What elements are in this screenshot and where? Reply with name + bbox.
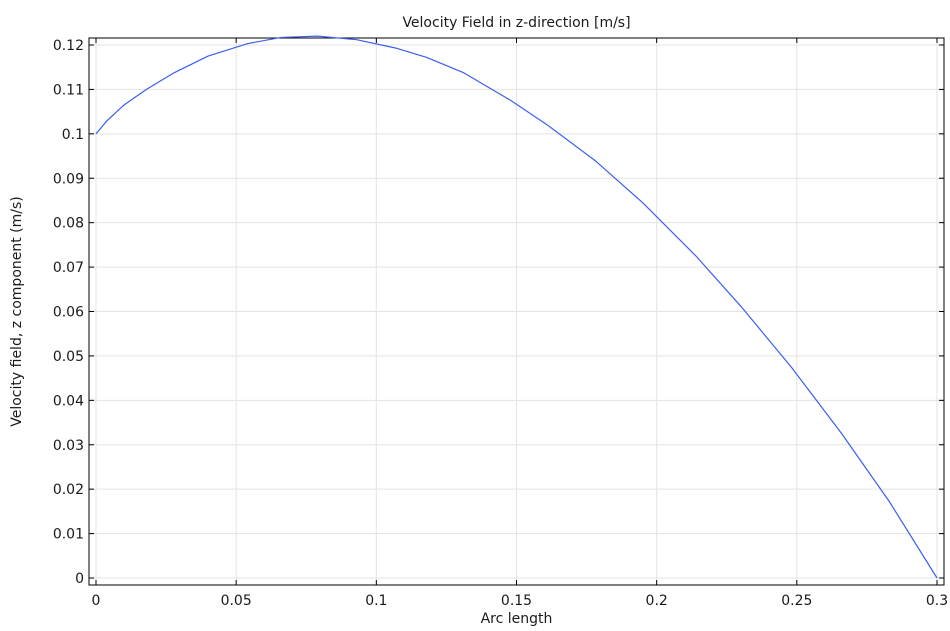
chart-title: Velocity Field in z-direction [m/s] <box>402 15 630 31</box>
grid-lines <box>89 38 944 585</box>
x-tick-label: 0.3 <box>926 593 948 609</box>
x-tick-label: 0.05 <box>221 593 252 609</box>
y-tick-label: 0.05 <box>53 349 84 365</box>
y-axis-label: Velocity field, z component (m/s) <box>9 196 25 427</box>
y-tick-label: 0.09 <box>53 171 84 187</box>
y-tick-label: 0 <box>75 571 84 587</box>
series-lines <box>95 35 938 579</box>
x-tick-label: 0.2 <box>646 593 668 609</box>
y-tick-label: 0.02 <box>53 482 84 498</box>
series-line <box>95 35 938 579</box>
x-tick-label: 0 <box>92 593 101 609</box>
axis-ticks: 0 0.05 0.1 0.15 0.2 0.25 0.3 0 0.01 0.02 0.03 0.04 0… <box>53 38 948 609</box>
x-tick-label: 0.15 <box>501 593 532 609</box>
y-tick-label: 0.04 <box>53 393 84 409</box>
y-tick-label: 0.08 <box>53 216 84 232</box>
y-tick-label: 0.06 <box>53 305 84 321</box>
x-axis-label: Arc length <box>481 611 553 627</box>
y-tick-label: 0.1 <box>62 127 84 143</box>
x-tick-label: 0.1 <box>365 593 387 609</box>
x-tick-label: 0.25 <box>781 593 812 609</box>
y-tick-label: 0.12 <box>53 38 84 54</box>
y-tick-label: 0.07 <box>53 260 84 276</box>
y-tick-label: 0.01 <box>53 527 84 543</box>
y-tick-label: 0.11 <box>53 82 84 98</box>
y-tick-label: 0.03 <box>53 438 84 454</box>
